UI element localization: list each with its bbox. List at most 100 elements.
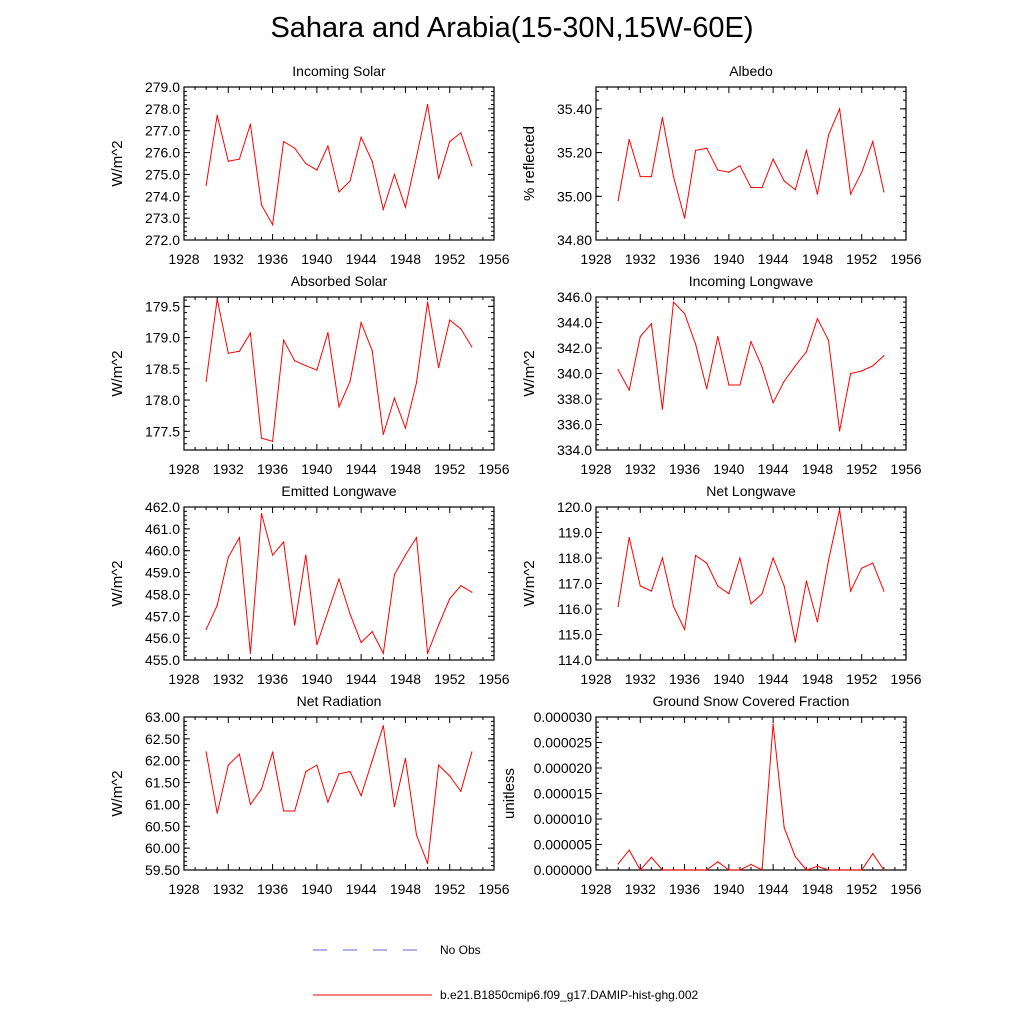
y-tick-label: 114.0 [558,652,592,668]
data-point [316,169,318,171]
x-tick-label: 1952 [434,671,465,687]
data-point [349,771,351,773]
y-tick-label: 59.50 [145,862,180,878]
y-tick-label: 117.0 [558,576,592,592]
data-point [249,123,252,125]
data-point [827,134,830,136]
data-point [238,350,240,352]
plot-frame [183,716,495,871]
data-point [872,141,874,143]
y-tick-label: 459.0 [145,565,180,581]
x-tick-label: 1940 [713,461,744,477]
x-tick-label: 1948 [390,461,421,477]
series-line [205,298,473,442]
data-point [426,103,429,106]
panel-1: 1928 1932 1936 1940 1944 1948 1952 1956 272.0 273… [109,63,510,267]
data-point [761,593,763,595]
data-point [761,186,763,189]
y-tick-label: 272.0 [145,232,180,248]
series-line [617,107,885,219]
y-tick-label: 61.50 [145,775,180,791]
data-point [850,869,852,871]
data-point [750,341,752,343]
data-point [404,757,407,760]
data-point [449,141,451,143]
data-point [661,408,664,410]
data-point [794,641,796,643]
data-point [816,318,819,320]
data-point [205,751,207,753]
y-tick-label: 60.00 [145,840,180,856]
y-tick-label: 0.000030 [534,709,593,725]
data-point [838,108,841,110]
data-point [639,585,641,587]
data-point [415,381,418,384]
data-point [249,803,252,806]
data-point [371,350,373,352]
y-tick-label: 35.20 [557,145,592,161]
data-point [227,764,229,766]
data-point [728,171,730,173]
data-point [393,173,395,176]
panel-8: 1928 1932 1936 1940 1944 1948 1952 1956 0.000000… [501,693,922,897]
series-line [617,724,885,871]
panel-title: Emitted Longwave [281,483,396,499]
y-tick-label: 334.0 [557,442,592,458]
x-tick-label: 1952 [846,881,877,897]
data-point [327,331,329,334]
panel-7: 1928 1932 1936 1940 1944 1948 1952 1956 59.50 60.… [109,693,510,897]
data-point [382,208,384,210]
data-point [816,621,819,623]
data-point [305,162,307,165]
data-point [227,352,229,354]
series-line [205,513,473,656]
data-point [728,869,730,871]
plot-frame [183,506,495,661]
data-point [227,160,229,162]
y-tick-label: 277.0 [145,123,180,139]
series-line [205,104,473,227]
x-tick-label: 1948 [802,881,833,897]
data-point [717,585,719,587]
y-tick-label: 458.0 [145,586,180,602]
panel-title: Albedo [729,63,773,79]
x-tick-label: 1948 [802,461,833,477]
y-tick-label: 344.0 [557,315,592,331]
data-point [393,397,395,399]
data-point [617,863,619,865]
x-tick-label: 1936 [669,881,700,897]
x-tick-label: 1928 [168,671,199,687]
data-point [639,335,641,338]
x-tick-label: 1944 [758,461,789,477]
x-tick-label: 1936 [669,671,700,687]
data-point [861,869,863,871]
x-tick-label: 1932 [213,251,244,267]
panel-5: 1928 1932 1936 1940 1944 1948 1952 1956 455.0 456… [109,483,510,687]
data-point [305,365,307,367]
y-axis-title: W/m^2 [521,560,538,606]
panel-title: Net Longwave [706,483,796,499]
data-point [728,384,730,386]
y-axis-title: W/m^2 [109,560,126,606]
y-tick-label: 0.000025 [534,735,593,751]
data-point [360,641,362,644]
data-point [661,557,664,559]
data-point [683,217,686,219]
data-point [460,585,462,587]
data-point [338,406,340,408]
y-tick-label: 115.0 [558,627,592,643]
data-point [672,176,675,178]
y-tick-label: 274.0 [145,188,180,204]
y-tick-label: 62.00 [145,753,180,769]
data-point [695,343,697,345]
series-line [205,725,473,864]
data-point [805,149,807,151]
data-point [872,853,874,855]
data-point [794,856,796,858]
y-tick-label: 119.0 [558,525,592,541]
data-point [438,624,440,626]
data-point [360,136,362,138]
plot-frame [595,86,907,241]
y-axis-title: W/m^2 [109,350,126,396]
data-point [661,869,664,871]
